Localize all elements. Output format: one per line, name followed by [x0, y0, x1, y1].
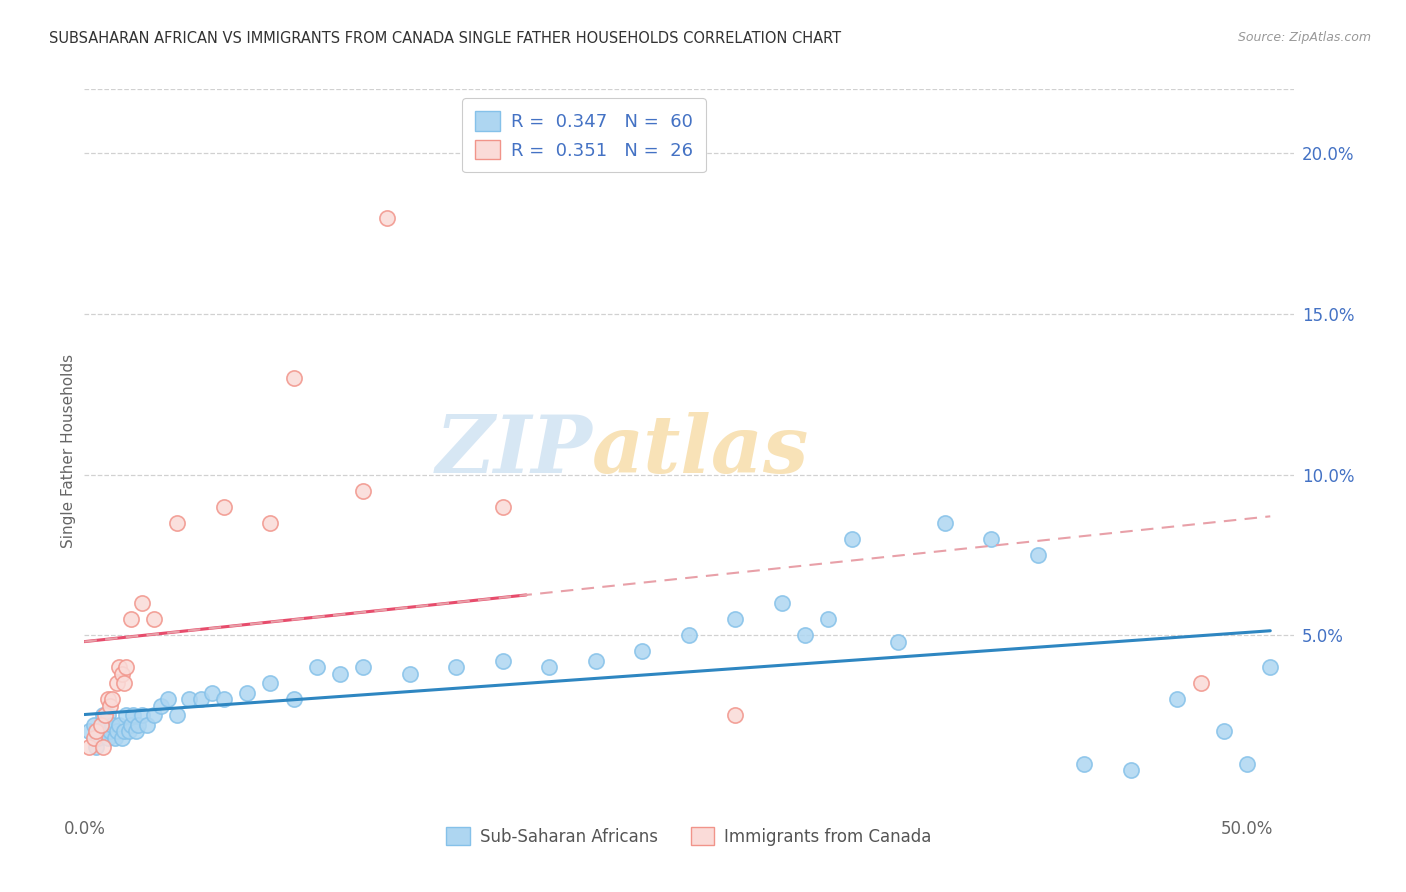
Point	[104, 731, 127, 745]
Point	[98, 698, 121, 713]
Point	[112, 676, 135, 690]
Point	[90, 724, 112, 739]
Point	[1119, 763, 1142, 777]
Point	[117, 724, 139, 739]
Point	[136, 718, 159, 732]
Point	[97, 708, 120, 723]
Point	[150, 698, 173, 713]
Point	[1189, 676, 1212, 690]
Point	[127, 718, 149, 732]
Point	[120, 612, 142, 626]
Point	[283, 371, 305, 385]
Point	[201, 686, 224, 700]
Point	[77, 724, 100, 739]
Text: ZIP: ZIP	[436, 412, 592, 489]
Point	[236, 686, 259, 700]
Point	[724, 708, 747, 723]
Point	[87, 731, 110, 745]
Point	[329, 666, 352, 681]
Point	[91, 740, 114, 755]
Point	[259, 676, 281, 690]
Point	[91, 708, 114, 723]
Point	[212, 692, 235, 706]
Point	[90, 718, 112, 732]
Point	[678, 628, 700, 642]
Point	[166, 516, 188, 530]
Point	[115, 708, 138, 723]
Point	[177, 692, 200, 706]
Point	[1258, 660, 1281, 674]
Point	[492, 654, 515, 668]
Point	[77, 740, 100, 755]
Y-axis label: Single Father Households: Single Father Households	[60, 353, 76, 548]
Point	[1073, 756, 1095, 771]
Point	[724, 612, 747, 626]
Point	[143, 708, 166, 723]
Point	[94, 718, 117, 732]
Point	[157, 692, 180, 706]
Legend: Sub-Saharan Africans, Immigrants from Canada: Sub-Saharan Africans, Immigrants from Ca…	[437, 819, 941, 854]
Point	[934, 516, 956, 530]
Point	[94, 708, 117, 723]
Point	[1166, 692, 1188, 706]
Point	[259, 516, 281, 530]
Point	[97, 692, 120, 706]
Text: Source: ZipAtlas.com: Source: ZipAtlas.com	[1237, 31, 1371, 45]
Point	[212, 500, 235, 514]
Point	[399, 666, 422, 681]
Point	[131, 596, 153, 610]
Point	[115, 660, 138, 674]
Point	[887, 634, 910, 648]
Point	[352, 483, 374, 498]
Point	[83, 718, 105, 732]
Text: atlas: atlas	[592, 412, 810, 489]
Point	[492, 500, 515, 514]
Text: SUBSAHARAN AFRICAN VS IMMIGRANTS FROM CANADA SINGLE FATHER HOUSEHOLDS CORRELATIO: SUBSAHARAN AFRICAN VS IMMIGRANTS FROM CA…	[49, 31, 841, 46]
Point	[770, 596, 793, 610]
Point	[105, 676, 128, 690]
Point	[131, 708, 153, 723]
Point	[120, 718, 142, 732]
Point	[375, 211, 398, 225]
Point	[110, 666, 132, 681]
Point	[817, 612, 839, 626]
Point	[122, 708, 145, 723]
Point	[101, 718, 124, 732]
Point	[631, 644, 654, 658]
Point	[108, 718, 131, 732]
Point	[84, 740, 107, 755]
Point	[283, 692, 305, 706]
Point	[84, 724, 107, 739]
Point	[446, 660, 468, 674]
Point	[110, 731, 132, 745]
Point	[841, 532, 863, 546]
Point	[1026, 548, 1049, 562]
Point	[352, 660, 374, 674]
Point	[1236, 756, 1258, 771]
Point	[794, 628, 817, 642]
Point	[1212, 724, 1234, 739]
Point	[166, 708, 188, 723]
Point	[190, 692, 212, 706]
Point	[980, 532, 1002, 546]
Point	[538, 660, 561, 674]
Point	[585, 654, 607, 668]
Point	[112, 724, 135, 739]
Point	[305, 660, 328, 674]
Point	[143, 612, 166, 626]
Point	[97, 731, 120, 745]
Point	[101, 692, 124, 706]
Point	[98, 724, 121, 739]
Point	[124, 724, 146, 739]
Point	[83, 731, 105, 745]
Point	[105, 724, 128, 739]
Point	[108, 660, 131, 674]
